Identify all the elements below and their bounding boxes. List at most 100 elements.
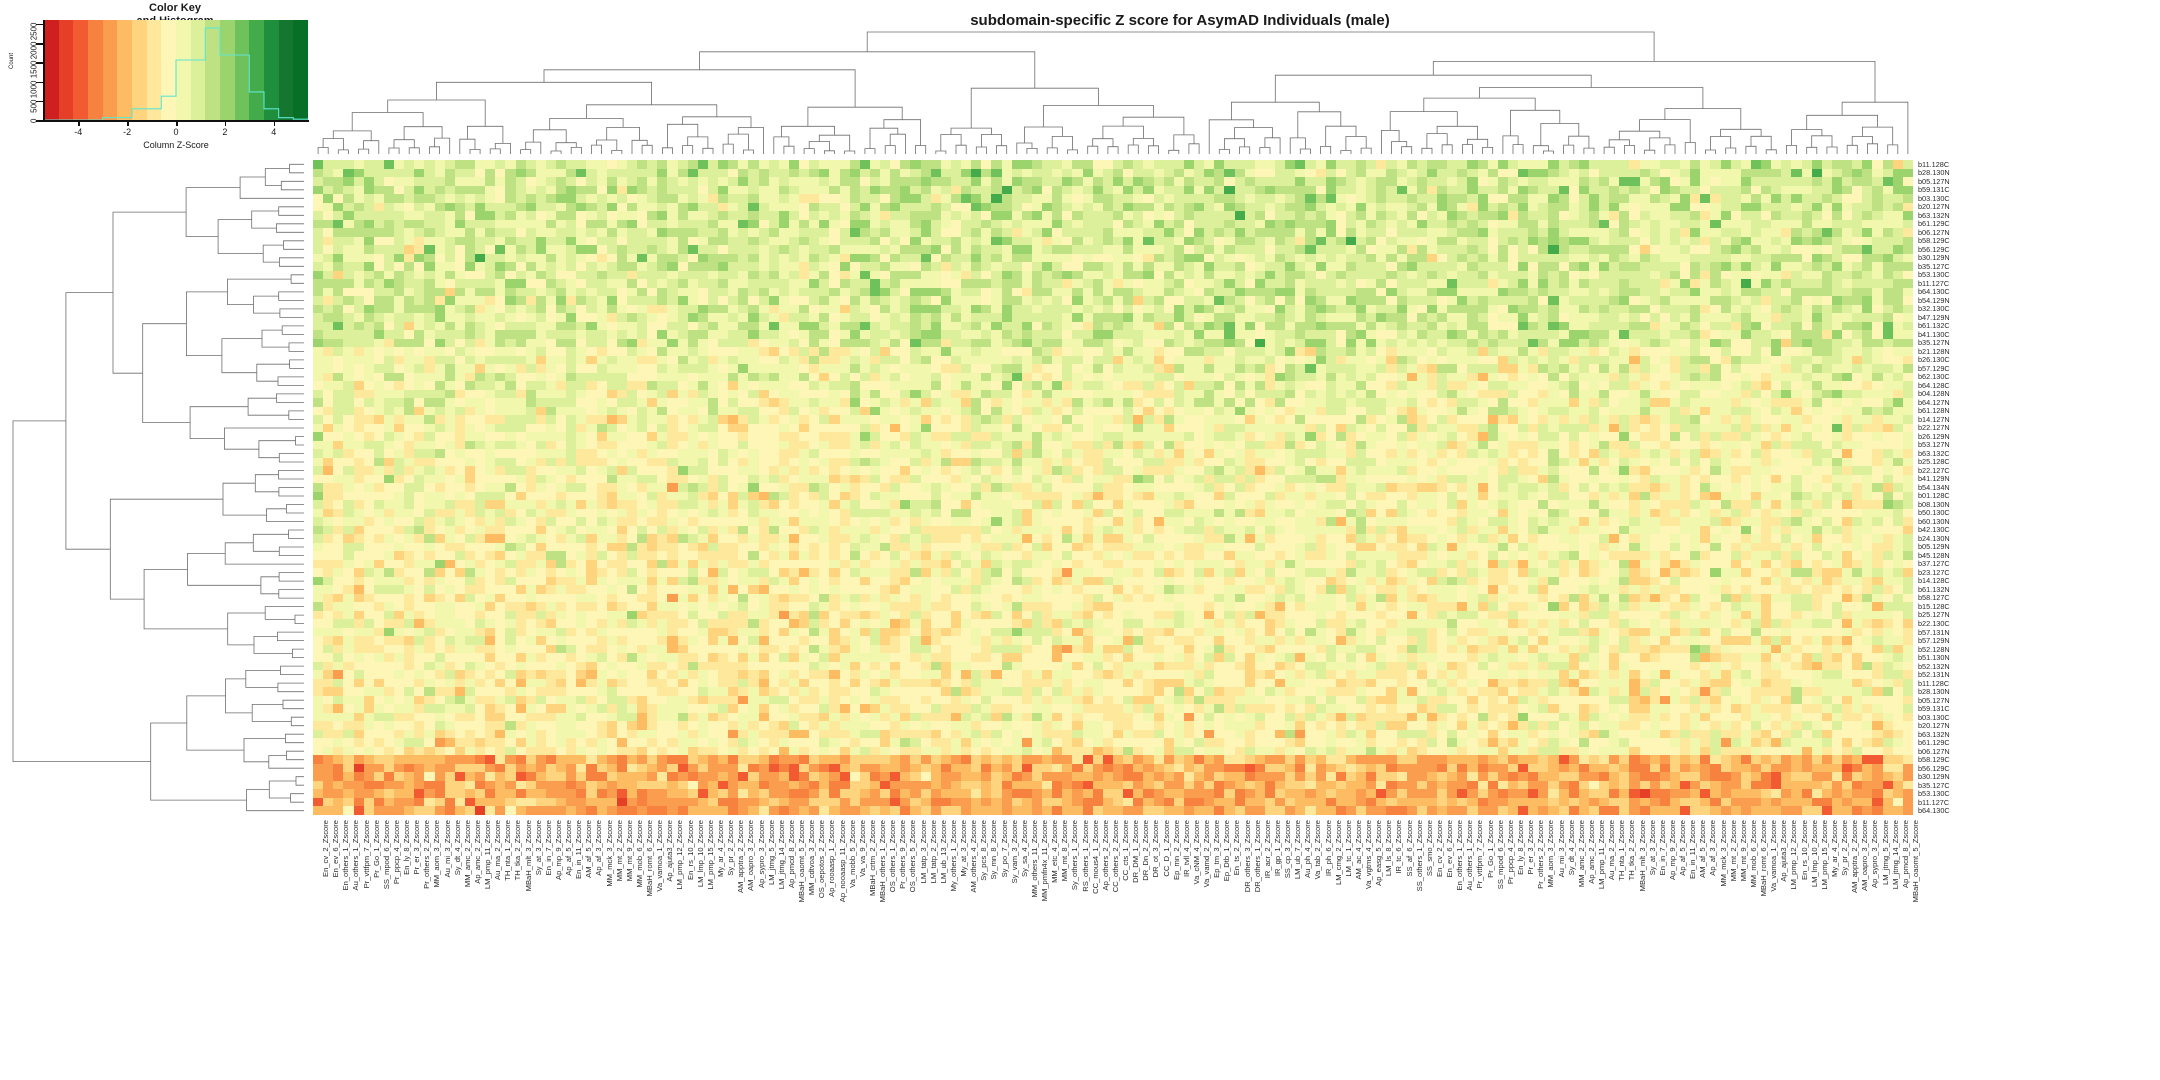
- heatmap-cell: [1214, 177, 1225, 186]
- heatmap-cell: [424, 296, 435, 305]
- heatmap-cell: [394, 381, 405, 390]
- heatmap-cell: [434, 245, 445, 254]
- heatmap-cell: [545, 406, 557, 416]
- heatmap-cell: [981, 245, 992, 254]
- heatmap-cell: [1234, 321, 1245, 331]
- heatmap-cell: [707, 355, 719, 365]
- heatmap-cell: [1437, 219, 1448, 229]
- heatmap-cell: [1639, 202, 1650, 212]
- heatmap-cell: [1062, 211, 1073, 220]
- heatmap-cell: [1345, 185, 1357, 195]
- heatmap-cell: [758, 287, 769, 297]
- heatmap-cell: [1558, 389, 1569, 399]
- heatmap-cell: [971, 245, 982, 254]
- heatmap-cell: [930, 287, 941, 297]
- heatmap-cell: [1831, 279, 1843, 288]
- heatmap-cell: [1254, 253, 1265, 263]
- heatmap-cell: [1163, 321, 1174, 331]
- heatmap-cell: [1477, 168, 1488, 177]
- color-key-x-tick: [78, 120, 80, 126]
- heatmap-cell: [1447, 185, 1458, 195]
- heatmap-cell: [1031, 355, 1043, 365]
- heatmap-cell: [1366, 338, 1377, 348]
- heatmap-cell: [799, 236, 810, 246]
- heatmap-cell: [373, 194, 384, 203]
- heatmap-cell: [890, 330, 901, 339]
- heatmap-cell: [1649, 236, 1660, 246]
- heatmap-cell: [626, 279, 638, 288]
- heatmap-cell: [1194, 364, 1205, 373]
- heatmap-cell: [1092, 168, 1103, 177]
- heatmap-cell: [880, 185, 891, 195]
- heatmap-cell: [1690, 372, 1701, 382]
- color-key-x-tick: [176, 120, 178, 126]
- dendrogram-link: [276, 223, 304, 233]
- heatmap-cell: [1356, 347, 1367, 356]
- heatmap-cell: [383, 160, 394, 169]
- heatmap-cell: [1801, 355, 1812, 365]
- heatmap-cell: [424, 262, 435, 271]
- heatmap-cell: [819, 381, 830, 390]
- heatmap-cell: [910, 219, 921, 229]
- heatmap-cell: [1447, 389, 1458, 399]
- heatmap-cell: [981, 253, 992, 263]
- heatmap-cell: [1528, 381, 1539, 390]
- heatmap-cell: [475, 228, 486, 237]
- heatmap-cell: [1892, 389, 1903, 399]
- heatmap-cell: [1183, 228, 1194, 237]
- heatmap-cell: [1112, 236, 1124, 246]
- heatmap-cell: [1588, 347, 1600, 356]
- dendrogram-link: [1325, 125, 1357, 147]
- heatmap-cell: [1497, 228, 1508, 237]
- heatmap-cell: [788, 364, 800, 373]
- heatmap-cell: [1700, 160, 1711, 169]
- heatmap-cell: [1568, 177, 1579, 186]
- heatmap-cell: [1487, 398, 1498, 407]
- heatmap-cell: [1102, 372, 1113, 382]
- heatmap-cell: [566, 321, 577, 331]
- heatmap-cell: [1021, 211, 1032, 220]
- heatmap-cell: [1163, 253, 1174, 263]
- heatmap-cell: [404, 287, 415, 297]
- heatmap-cell: [566, 347, 577, 356]
- heatmap-cell: [728, 228, 739, 237]
- heatmap-cell: [1568, 381, 1579, 390]
- heatmap-cell: [485, 321, 496, 331]
- heatmap-cell: [1649, 168, 1660, 177]
- heatmap-cell: [1821, 211, 1832, 220]
- heatmap-cell: [647, 168, 658, 177]
- heatmap-cell: [1649, 389, 1660, 399]
- heatmap-cell: [1072, 372, 1083, 382]
- heatmap-cell: [1426, 160, 1438, 169]
- heatmap-cell: [1781, 202, 1792, 212]
- heatmap-cell: [1376, 253, 1387, 263]
- dendrogram-link: [550, 150, 562, 154]
- heatmap-cell: [1315, 236, 1326, 246]
- heatmap-cell: [738, 330, 749, 339]
- heatmap-cell: [1558, 398, 1569, 407]
- heatmap-cell: [545, 253, 557, 263]
- heatmap-cell: [1112, 228, 1124, 237]
- dendrogram-link: [1087, 145, 1099, 154]
- heatmap-cell: [1345, 236, 1357, 246]
- heatmap-cell: [1548, 330, 1559, 339]
- heatmap-cell: [1376, 338, 1387, 348]
- color-key-x-tick-label: -2: [123, 127, 132, 137]
- heatmap-cell: [1781, 279, 1792, 288]
- color-key-x-tick-label: 2: [222, 127, 228, 137]
- heatmap-cell: [991, 211, 1002, 220]
- heatmap-cell: [1882, 177, 1893, 186]
- heatmap-cell: [940, 194, 951, 203]
- heatmap-cell: [515, 398, 526, 407]
- dendrogram-link: [1092, 138, 1114, 147]
- heatmap-cell: [464, 279, 476, 288]
- heatmap-cell: [566, 372, 577, 382]
- heatmap-cell: [1588, 296, 1600, 305]
- heatmap-cell: [626, 338, 638, 348]
- heatmap-cell: [404, 389, 415, 399]
- heatmap-cell: [1781, 389, 1792, 399]
- heatmap-cell: [606, 313, 617, 322]
- heatmap-cell: [1163, 228, 1174, 237]
- heatmap-cell: [1771, 296, 1782, 305]
- dendrogram-link: [1664, 108, 1742, 130]
